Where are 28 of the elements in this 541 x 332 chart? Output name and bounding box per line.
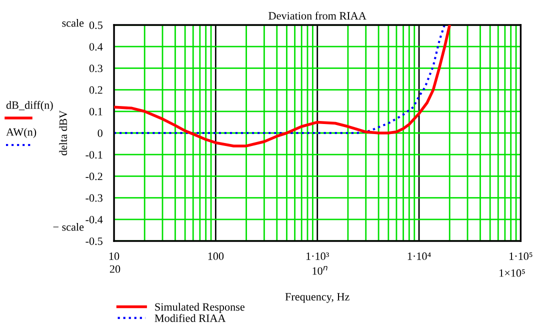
y-tick-label: -0.4 [86,216,103,224]
y-tick-label: -0.5 [86,237,102,246]
legend-label: Simulated Response [155,302,244,313]
text: scale [62,18,84,27]
text: AW(n) [6,128,36,138]
text: − scale [53,222,84,231]
y-tick-label: 0 [98,129,102,137]
x-axis-title: Frequency, Hz [285,293,350,303]
x-tick-label: 10 [109,252,120,260]
y-tick-label: 0.1 [89,108,102,116]
x-tick-label: 1·10⁵ [510,252,532,260]
y-tick-label: -0.2 [86,172,102,180]
y-tick-label: -0.1 [86,151,102,159]
y-tick-label: 0.4 [89,43,103,51]
text: 20 [110,265,120,273]
x-tick-label: 1·10⁴ [408,252,431,260]
y-axis-title: delta dBV [59,110,68,156]
text: dB_diff(n) [6,100,53,112]
legend-label: Modified RIAA [154,314,226,322]
text: 10$^{n}$ [312,266,328,275]
text: 1×10⁵ [500,269,525,277]
chart-title: Deviation from RIAA [268,12,366,20]
x-tick-label: 100 [208,252,224,260]
y-tick-label: 0.3 [89,64,102,72]
x-tick-label: 1·10³ [306,252,329,260]
y-tick-label: -0.3 [86,194,102,202]
y-tick-label: 0.5 [89,21,102,30]
y-tick-label: 0.2 [89,86,102,94]
